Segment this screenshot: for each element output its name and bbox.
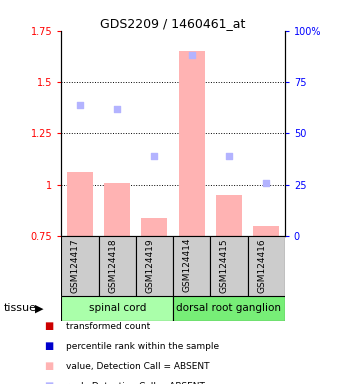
Bar <box>179 51 205 236</box>
Text: ■: ■ <box>44 321 54 331</box>
Point <box>226 153 232 159</box>
Text: GSM124415: GSM124415 <box>220 238 229 293</box>
Text: dorsal root ganglion: dorsal root ganglion <box>176 303 281 313</box>
Text: value, Detection Call = ABSENT: value, Detection Call = ABSENT <box>66 362 210 371</box>
Text: spinal cord: spinal cord <box>89 303 146 313</box>
Bar <box>99 236 136 296</box>
Text: ▶: ▶ <box>35 303 43 313</box>
Text: GSM124416: GSM124416 <box>257 238 266 293</box>
Text: transformed count: transformed count <box>66 322 151 331</box>
Text: GSM124419: GSM124419 <box>146 238 154 293</box>
Text: ■: ■ <box>44 341 54 351</box>
Bar <box>253 226 279 236</box>
Bar <box>104 183 130 236</box>
Point <box>77 102 83 108</box>
Title: GDS2209 / 1460461_at: GDS2209 / 1460461_at <box>100 17 246 30</box>
Text: ■: ■ <box>44 381 54 384</box>
Point <box>189 52 194 58</box>
Point <box>263 180 269 186</box>
Bar <box>173 236 210 296</box>
Bar <box>210 236 248 296</box>
Text: GSM124418: GSM124418 <box>108 238 117 293</box>
Bar <box>61 296 173 321</box>
Bar <box>248 236 285 296</box>
Bar <box>142 218 167 236</box>
Text: percentile rank within the sample: percentile rank within the sample <box>66 342 220 351</box>
Point <box>152 153 157 159</box>
Text: GSM124417: GSM124417 <box>71 238 80 293</box>
Point <box>115 106 120 112</box>
Text: rank, Detection Call = ABSENT: rank, Detection Call = ABSENT <box>66 382 205 384</box>
Text: ■: ■ <box>44 361 54 371</box>
Text: tissue: tissue <box>3 303 36 313</box>
Bar <box>216 195 242 236</box>
Bar <box>136 236 173 296</box>
Bar <box>61 236 99 296</box>
Text: GSM124414: GSM124414 <box>183 238 192 293</box>
Bar <box>67 172 93 236</box>
Bar <box>173 296 285 321</box>
